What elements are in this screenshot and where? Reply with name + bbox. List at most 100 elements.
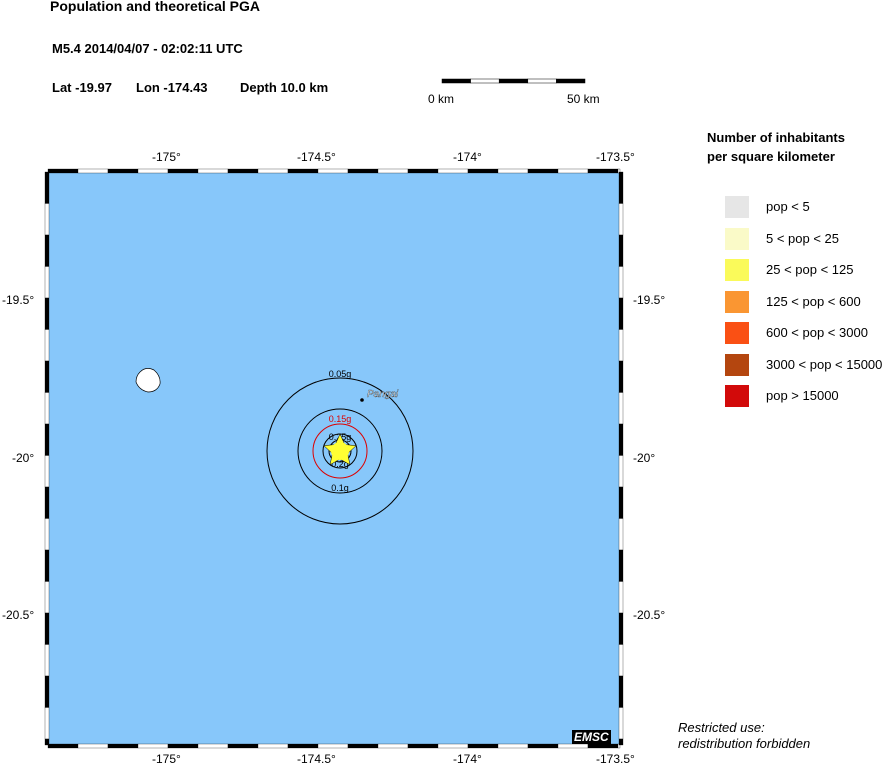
legend-label: 125 < pop < 600 bbox=[766, 293, 861, 309]
frame-segment bbox=[497, 168, 529, 174]
frame-segment bbox=[44, 707, 50, 740]
scale-segment bbox=[556, 78, 586, 84]
map-frame bbox=[44, 168, 624, 749]
frame-segment bbox=[167, 168, 199, 174]
frame-segment bbox=[287, 743, 319, 749]
frame-segment bbox=[557, 743, 589, 749]
frame-segment bbox=[618, 707, 624, 740]
lon-tick-bottom: -174° bbox=[453, 752, 482, 766]
lon-tick-bottom: -173.5° bbox=[596, 752, 635, 766]
frame-segment bbox=[437, 743, 469, 749]
frame-segment bbox=[347, 743, 379, 749]
frame-segment bbox=[618, 234, 624, 267]
frame-segment bbox=[618, 392, 624, 425]
legend-swatch bbox=[725, 290, 749, 313]
frame-segment bbox=[107, 743, 139, 749]
frame-segment bbox=[497, 743, 529, 749]
map-title: Population and theoretical PGA bbox=[50, 0, 261, 14]
frame-segment bbox=[407, 168, 439, 174]
island bbox=[135, 368, 161, 393]
frame-segment bbox=[257, 168, 289, 174]
frame-segment bbox=[618, 675, 624, 708]
contour-label: 0.1g bbox=[331, 483, 349, 493]
lat-tick-left: -19.5° bbox=[2, 293, 35, 307]
lon-tick-top: -174.5° bbox=[297, 150, 336, 164]
frame-segment bbox=[197, 743, 229, 749]
frame-segment bbox=[44, 518, 50, 551]
frame-segment bbox=[618, 644, 624, 677]
legend-swatch bbox=[725, 385, 749, 407]
frame-segment bbox=[618, 549, 624, 582]
notice: redistribution forbidden bbox=[678, 736, 811, 751]
frame-segment bbox=[44, 297, 50, 330]
depth-info: Depth 10.0 km bbox=[240, 80, 329, 95]
frame-segment bbox=[407, 743, 439, 749]
frame-segment bbox=[618, 203, 624, 236]
pga-contour bbox=[266, 377, 414, 525]
frame-segment bbox=[44, 644, 50, 677]
legend-swatch bbox=[725, 322, 749, 344]
frame-segment bbox=[557, 168, 589, 174]
scale-segment bbox=[498, 78, 529, 84]
frame-segment bbox=[618, 171, 624, 204]
legend-label: 3000 < pop < 15000 bbox=[766, 356, 883, 372]
frame-segment bbox=[227, 743, 259, 749]
frame-segment bbox=[44, 360, 50, 393]
frame-segment bbox=[287, 168, 319, 174]
epicenter-core bbox=[331, 442, 349, 460]
scale-left-label: 0 km bbox=[428, 92, 455, 106]
frame-segment bbox=[44, 486, 50, 519]
legend-label: 5 < pop < 25 bbox=[766, 230, 840, 246]
scale-right-label: 50 km bbox=[567, 92, 600, 106]
lat-tick-left: -20.5° bbox=[2, 608, 35, 622]
lon-tick-bottom: -174.5° bbox=[297, 752, 336, 766]
frame-segment bbox=[377, 168, 409, 174]
legend-swatch bbox=[725, 259, 749, 281]
frame-segment bbox=[197, 168, 229, 174]
frame-segment bbox=[618, 360, 624, 393]
frame-segment bbox=[618, 266, 624, 299]
contour-label: 0.05g bbox=[329, 369, 352, 379]
legend-title: per square kilometer bbox=[707, 149, 835, 164]
frame-segment bbox=[107, 168, 139, 174]
frame-segment bbox=[618, 455, 624, 488]
event-info: M5.4 2014/04/07 - 02:02:11 UTC bbox=[52, 41, 243, 56]
frame-segment bbox=[347, 168, 379, 174]
city-marker bbox=[360, 398, 364, 402]
lon-tick-top: -173.5° bbox=[596, 150, 635, 164]
lon-info: Lon -174.43 bbox=[136, 80, 208, 95]
scale-segment bbox=[470, 78, 500, 84]
frame-segment bbox=[467, 743, 499, 749]
frame-segment bbox=[527, 743, 559, 749]
frame-segment bbox=[44, 392, 50, 425]
lon-tick-top: -175° bbox=[152, 150, 181, 164]
notice: Restricted use: bbox=[678, 720, 765, 735]
lat-tick-right: -20.5° bbox=[633, 608, 666, 622]
frame-segment bbox=[44, 234, 50, 267]
frame-segment bbox=[227, 168, 259, 174]
frame-segment bbox=[618, 581, 624, 614]
frame-segment bbox=[587, 743, 619, 749]
frame-segment bbox=[77, 743, 109, 749]
frame-segment bbox=[618, 297, 624, 330]
frame-segment bbox=[618, 329, 624, 362]
legend-swatch bbox=[725, 353, 749, 376]
frame-segment bbox=[317, 168, 349, 174]
scale-bar bbox=[441, 78, 586, 84]
pga-contour bbox=[297, 408, 383, 494]
legend-swatch bbox=[725, 227, 749, 250]
frame-segment bbox=[47, 168, 79, 174]
legend-label: 600 < pop < 3000 bbox=[766, 325, 868, 340]
frame-segment bbox=[437, 168, 469, 174]
scale-segment bbox=[527, 78, 557, 84]
lat-info: Lat -19.97 bbox=[52, 80, 112, 95]
frame-segment bbox=[618, 423, 624, 456]
frame-segment bbox=[44, 171, 50, 204]
city-label: Pangai bbox=[367, 389, 399, 400]
pga-contour bbox=[312, 423, 368, 479]
lat-tick-right: -20° bbox=[633, 451, 656, 465]
frame-segment bbox=[257, 743, 289, 749]
frame-segment bbox=[618, 486, 624, 519]
frame-segment bbox=[137, 168, 169, 174]
